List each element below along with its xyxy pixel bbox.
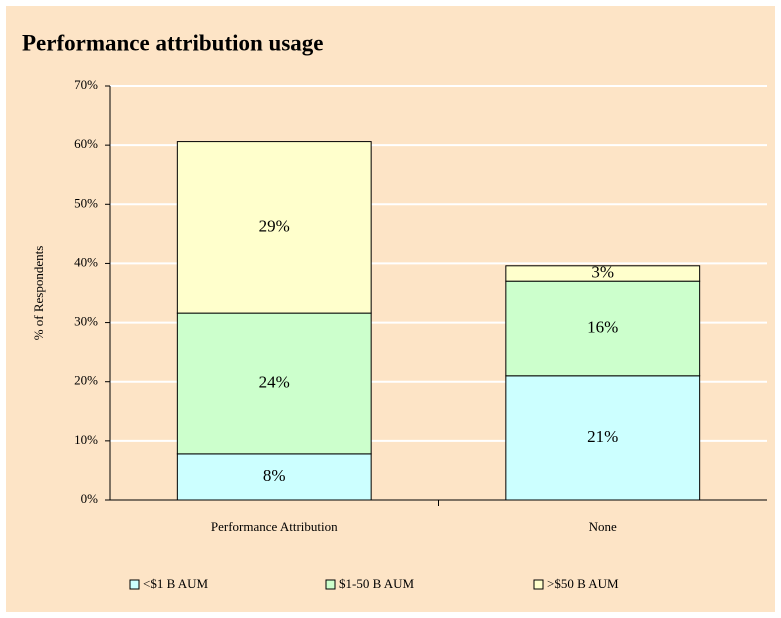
bar-segment <box>505 280 701 377</box>
y-tick-label: 50% <box>74 195 98 210</box>
data-label: 8% <box>263 466 286 485</box>
y-tick-label: 60% <box>74 136 98 151</box>
legend-swatch <box>533 579 544 590</box>
y-axis-label: % of Respondents <box>31 246 46 341</box>
legend-swatch <box>129 579 140 590</box>
legend-label: >$50 B AUM <box>547 576 619 591</box>
legend-label: <$1 B AUM <box>143 576 209 591</box>
data-label: 24% <box>259 372 290 391</box>
y-tick-label: 40% <box>74 254 98 269</box>
y-tick-label: 20% <box>74 373 98 388</box>
chart-title: Performance attribution usage <box>22 30 324 55</box>
legend-swatch <box>325 579 336 590</box>
data-label: 16% <box>587 317 618 336</box>
y-tick-label: 0% <box>81 491 99 506</box>
x-tick-label: Performance Attribution <box>211 519 338 534</box>
y-tick-label: 10% <box>74 432 98 447</box>
data-label: 21% <box>587 427 618 446</box>
x-tick-label: None <box>589 519 617 534</box>
data-label: 3% <box>591 262 614 281</box>
bar-segment <box>505 265 701 282</box>
legend-label: $1-50 B AUM <box>339 576 415 591</box>
y-tick-label: 70% <box>74 77 98 92</box>
bar-segment <box>176 141 372 314</box>
data-label: 29% <box>259 216 290 235</box>
bar-segment <box>176 312 372 455</box>
y-tick-label: 30% <box>74 314 98 329</box>
bar-segment <box>176 453 372 501</box>
